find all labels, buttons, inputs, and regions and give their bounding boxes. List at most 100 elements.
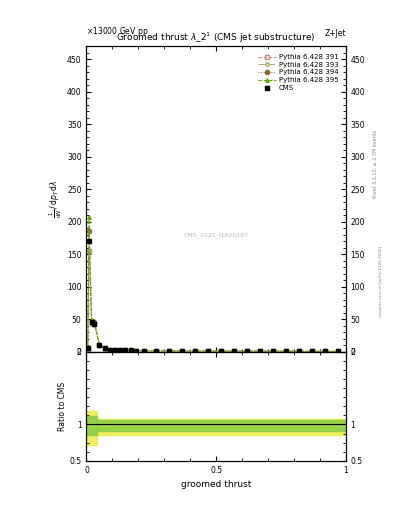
Pythia 6.428 393 [336, 348, 340, 354]
Pythia 6.428 391 [323, 348, 327, 354]
Pythia 6.428 395 [154, 348, 159, 354]
Pythia 6.428 394 [245, 348, 250, 354]
Pythia 6.428 395 [92, 318, 97, 324]
Pythia 6.428 394 [85, 345, 90, 351]
CMS [85, 345, 90, 351]
Text: Rivet 3.1.10, ≥ 2.7M events: Rivet 3.1.10, ≥ 2.7M events [373, 130, 378, 198]
Pythia 6.428 393 [154, 348, 159, 354]
Pythia 6.428 393 [123, 347, 128, 353]
Pythia 6.428 395 [87, 214, 92, 220]
Pythia 6.428 395 [258, 348, 263, 354]
Pythia 6.428 391 [193, 348, 198, 354]
Pythia 6.428 394 [141, 348, 146, 354]
Pythia 6.428 393 [102, 346, 107, 352]
Pythia 6.428 393 [258, 348, 263, 354]
Pythia 6.428 395 [245, 348, 250, 354]
CMS [154, 348, 159, 354]
Text: mcplots.cern.ch [arXiv:1306.3436]: mcplots.cern.ch [arXiv:1306.3436] [379, 246, 383, 317]
Pythia 6.428 393 [297, 348, 301, 354]
Pythia 6.428 391 [123, 347, 128, 353]
CMS [271, 348, 275, 354]
Pythia 6.428 391 [271, 348, 275, 354]
CMS [141, 348, 146, 354]
Pythia 6.428 395 [297, 348, 301, 354]
Pythia 6.428 394 [180, 348, 185, 354]
Line: Pythia 6.428 395: Pythia 6.428 395 [86, 216, 340, 353]
Y-axis label: Ratio to CMS: Ratio to CMS [58, 381, 67, 431]
Pythia 6.428 391 [167, 348, 172, 354]
Line: Pythia 6.428 394: Pythia 6.428 394 [86, 229, 340, 353]
Pythia 6.428 394 [97, 342, 102, 348]
CMS [336, 348, 340, 354]
Pythia 6.428 391 [154, 348, 159, 354]
Pythia 6.428 391 [336, 348, 340, 354]
Pythia 6.428 393 [193, 348, 198, 354]
Pythia 6.428 395 [193, 348, 198, 354]
Pythia 6.428 395 [310, 348, 314, 354]
Pythia 6.428 391 [297, 348, 301, 354]
Pythia 6.428 391 [310, 348, 314, 354]
Pythia 6.428 393 [323, 348, 327, 354]
Pythia 6.428 394 [297, 348, 301, 354]
Pythia 6.428 393 [219, 348, 224, 354]
Y-axis label: $\frac{1}{\mathrm{d}N}\,/\,\mathrm{d}p_T\,\mathrm{d}\lambda$: $\frac{1}{\mathrm{d}N}\,/\,\mathrm{d}p_T… [48, 180, 64, 218]
Pythia 6.428 393 [85, 346, 90, 352]
Pythia 6.428 393 [92, 321, 97, 327]
Pythia 6.428 395 [133, 348, 138, 354]
CMS [118, 347, 123, 353]
Legend: Pythia 6.428 391, Pythia 6.428 393, Pythia 6.428 394, Pythia 6.428 395, CMS: Pythia 6.428 391, Pythia 6.428 393, Pyth… [257, 53, 340, 92]
Pythia 6.428 394 [118, 347, 123, 353]
Line: Pythia 6.428 393: Pythia 6.428 393 [86, 249, 340, 353]
Pythia 6.428 393 [206, 348, 211, 354]
Pythia 6.428 394 [123, 347, 128, 353]
Pythia 6.428 395 [118, 347, 123, 353]
Pythia 6.428 395 [85, 345, 90, 351]
Pythia 6.428 391 [87, 248, 92, 254]
CMS [133, 348, 138, 354]
Pythia 6.428 391 [245, 348, 250, 354]
Pythia 6.428 391 [113, 347, 118, 353]
CMS [92, 322, 97, 328]
Pythia 6.428 391 [180, 348, 185, 354]
Pythia 6.428 391 [206, 348, 211, 354]
Pythia 6.428 395 [102, 345, 107, 351]
Pythia 6.428 394 [206, 348, 211, 354]
CMS [167, 348, 172, 354]
Pythia 6.428 391 [92, 321, 97, 327]
Pythia 6.428 391 [219, 348, 224, 354]
Pythia 6.428 395 [336, 348, 340, 354]
Pythia 6.428 395 [180, 348, 185, 354]
Pythia 6.428 393 [141, 348, 146, 354]
Pythia 6.428 394 [102, 345, 107, 351]
Pythia 6.428 394 [271, 348, 275, 354]
Pythia 6.428 395 [107, 347, 112, 353]
Pythia 6.428 394 [323, 348, 327, 354]
Pythia 6.428 394 [232, 348, 237, 354]
CMS [323, 348, 327, 354]
CMS [297, 348, 301, 354]
Text: CMS_2021_I1920187: CMS_2021_I1920187 [184, 232, 249, 239]
CMS [128, 348, 133, 354]
Pythia 6.428 394 [89, 318, 94, 324]
Pythia 6.428 391 [284, 348, 288, 354]
Text: $\times$13000 GeV pp: $\times$13000 GeV pp [86, 26, 149, 38]
CMS [87, 238, 92, 244]
Pythia 6.428 393 [128, 348, 133, 354]
Pythia 6.428 391 [258, 348, 263, 354]
Pythia 6.428 393 [89, 320, 94, 326]
CMS [123, 347, 128, 353]
Pythia 6.428 393 [271, 348, 275, 354]
Pythia 6.428 394 [258, 348, 263, 354]
CMS [245, 348, 250, 354]
Pythia 6.428 394 [154, 348, 159, 354]
Title: Groomed thrust $\lambda\_2^1$ (CMS jet substructure): Groomed thrust $\lambda\_2^1$ (CMS jet s… [116, 30, 316, 45]
Pythia 6.428 393 [113, 347, 118, 353]
Pythia 6.428 394 [310, 348, 314, 354]
Pythia 6.428 395 [89, 317, 94, 324]
Pythia 6.428 395 [232, 348, 237, 354]
Line: Pythia 6.428 391: Pythia 6.428 391 [86, 249, 340, 353]
CMS [310, 348, 314, 354]
Pythia 6.428 391 [97, 342, 102, 348]
Pythia 6.428 391 [89, 320, 94, 326]
Pythia 6.428 393 [284, 348, 288, 354]
